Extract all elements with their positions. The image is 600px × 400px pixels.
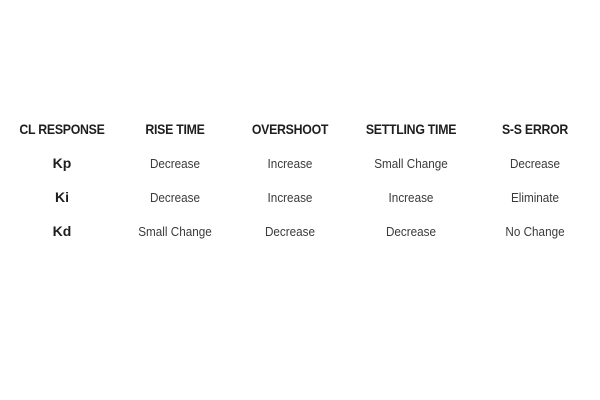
header-cl-response: CL RESPONSE [19, 121, 105, 137]
cell-kd-settling-time: Decrease [385, 223, 437, 239]
pid-effects-table: CL RESPONSE RISE TIME OVERSHOOT SETTLING… [8, 112, 594, 248]
header-ss-error: S-S ERROR [501, 121, 569, 137]
header-settling-time: SETTLING TIME [365, 121, 457, 137]
table-row-ki: Ki Decrease Increase Increase Eliminate [8, 180, 594, 214]
header-rise-time: RISE TIME [145, 121, 205, 137]
cell-kp-ss-error: Decrease [509, 155, 561, 171]
cell-ki-settling-time: Increase [388, 189, 434, 205]
cell-kd-overshoot: Decrease [264, 223, 316, 239]
cell-ki-rise-time: Decrease [149, 189, 201, 205]
cell-kp-settling-time: Small Change [374, 155, 448, 171]
cell-kp-rise-time: Decrease [149, 155, 201, 171]
table-row-kd: Kd Small Change Decrease Decrease No Cha… [8, 214, 594, 248]
table-header: CL RESPONSE RISE TIME OVERSHOOT SETTLING… [8, 112, 594, 146]
table-row-kp: Kp Decrease Increase Small Change Decrea… [8, 146, 594, 180]
header-row: CL RESPONSE RISE TIME OVERSHOOT SETTLING… [8, 112, 594, 146]
cell-kd-ss-error: No Change [505, 223, 565, 239]
cell-ki-overshoot: Increase [267, 189, 313, 205]
row-label-kd: Kd [52, 223, 72, 239]
row-label-kp: Kp [52, 155, 72, 171]
cell-ki-ss-error: Eliminate [510, 189, 560, 205]
row-label-ki: Ki [55, 189, 69, 205]
header-overshoot: OVERSHOOT [251, 121, 329, 137]
table-body: Kp Decrease Increase Small Change Decrea… [8, 146, 594, 248]
cell-kd-rise-time: Small Change [138, 223, 212, 239]
cell-kp-overshoot: Increase [267, 155, 313, 171]
